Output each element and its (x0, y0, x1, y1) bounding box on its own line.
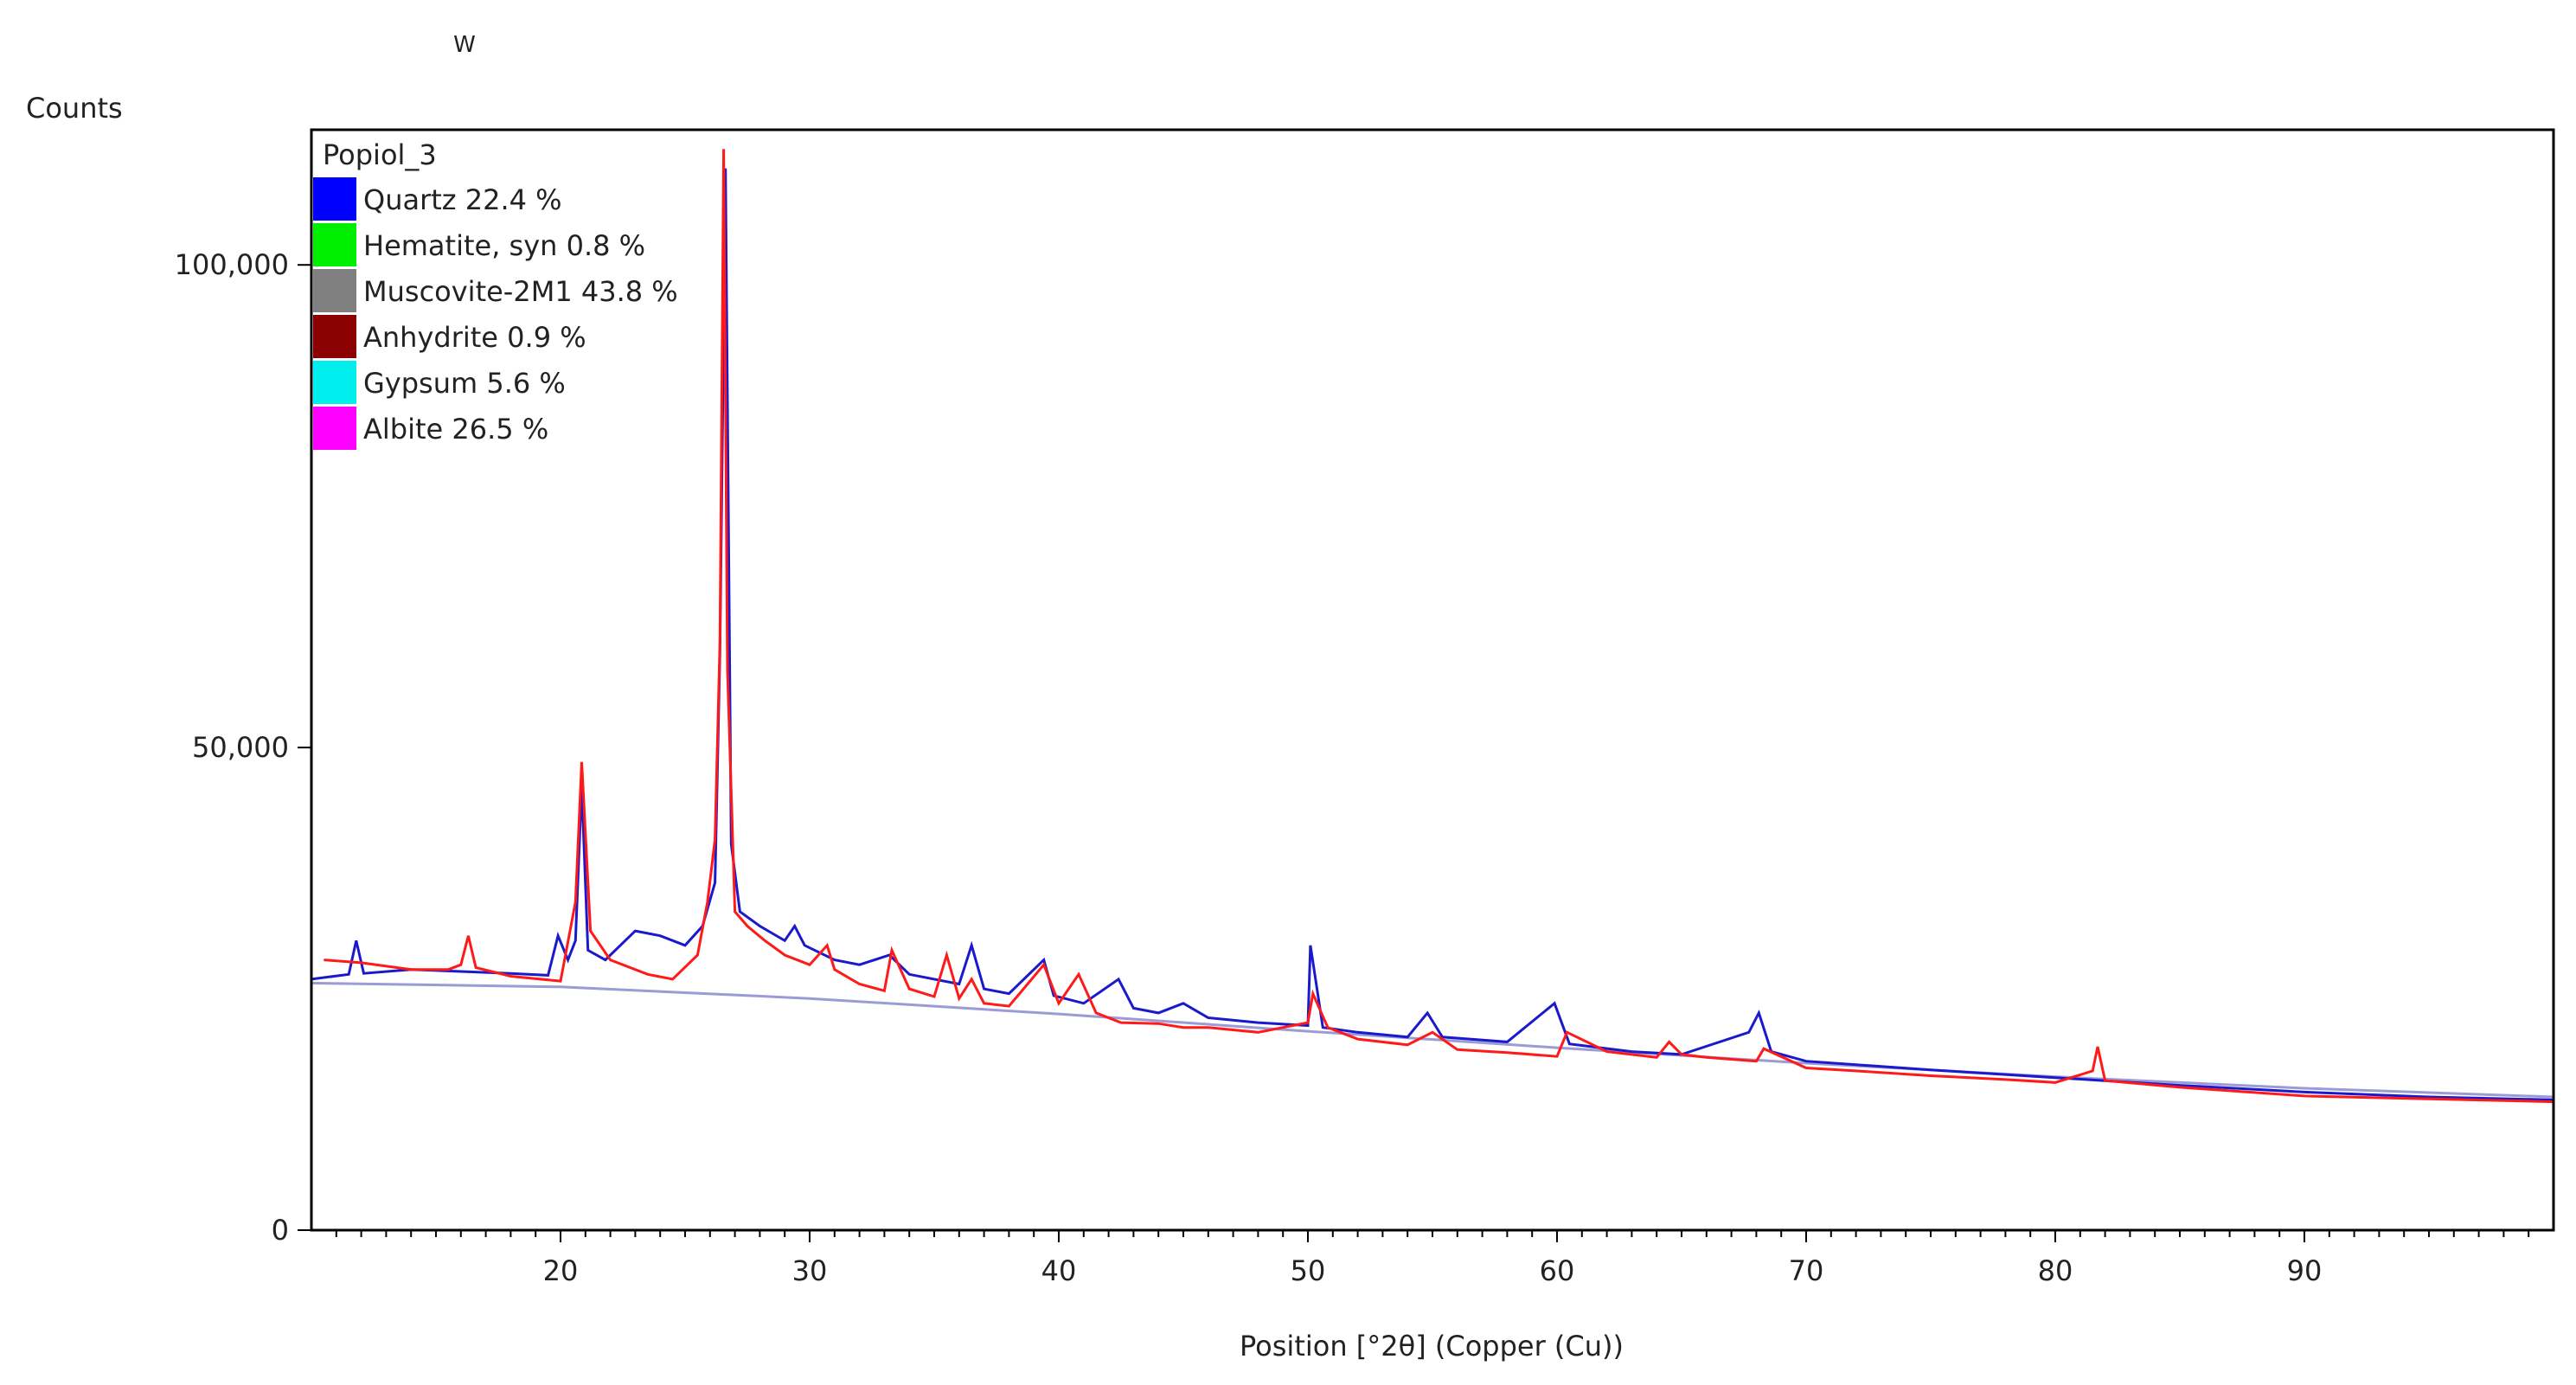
legend-label: Anhydrite 0.9 % (363, 321, 586, 354)
x-axis-title: Position [°2θ] (Copper (Cu)) (1240, 1330, 1624, 1363)
legend-swatch (313, 269, 356, 312)
calculated-curve-group (311, 168, 2554, 1101)
legend-swatch (313, 177, 356, 221)
x-tick-label: 70 (1789, 1254, 1824, 1287)
x-tick-label: 40 (1041, 1254, 1077, 1287)
background-curve-group (311, 981, 2554, 1099)
x-tick-label: 20 (543, 1254, 579, 1287)
x-tick-label: 80 (2038, 1254, 2073, 1287)
legend-swatch (313, 223, 356, 266)
y-tick-label: 100,000 (175, 248, 289, 281)
legend-title: Popiol_3 (323, 138, 437, 171)
x-tick-label: 90 (2287, 1254, 2323, 1287)
x-tick-label: 60 (1540, 1254, 1575, 1287)
y-axis-title: Counts (26, 92, 123, 125)
y-tick-label: 50,000 (192, 731, 289, 764)
plot-frame (310, 128, 2555, 1232)
legend-swatch (313, 361, 356, 404)
x-tick-label: 30 (792, 1254, 828, 1287)
legend-label: Hematite, syn 0.8 % (363, 229, 645, 262)
series-observed-line (324, 149, 2554, 1104)
legend: Popiol_3 Quartz 22.4 % Hematite, syn 0.8 … (313, 131, 720, 453)
top-annotation-label: W (453, 32, 476, 58)
legend-box (313, 131, 720, 453)
series-calculated-line (311, 168, 2554, 1101)
y-tick-label: 0 (272, 1214, 289, 1247)
legend-entries: Quartz 22.4 % Hematite, syn 0.8 % Muscovit… (313, 177, 678, 450)
legend-label: Albite 26.5 % (363, 413, 548, 446)
legend-label: Muscovite-2M1 43.8 % (363, 275, 678, 308)
series-background-line (311, 981, 2554, 1099)
x-tick-label: 50 (1291, 1254, 1326, 1287)
legend-swatch (313, 315, 356, 358)
legend-label: Quartz 22.4 % (363, 183, 562, 216)
observed-curve-group (324, 149, 2554, 1104)
legend-swatch (313, 407, 356, 450)
legend-label: Gypsum 5.6 % (363, 367, 566, 400)
